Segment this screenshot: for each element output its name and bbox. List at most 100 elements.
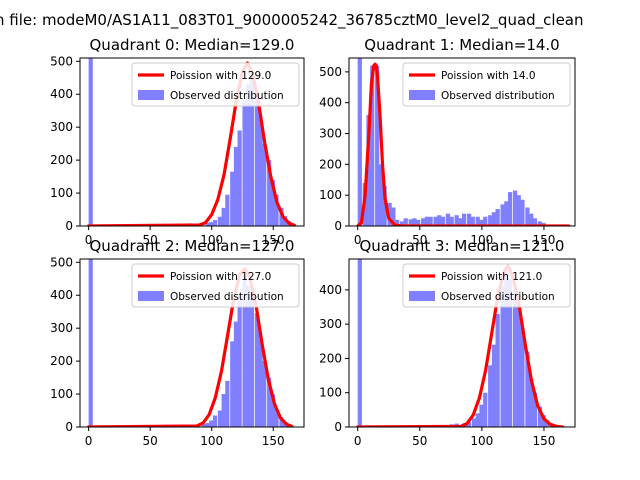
histogram-bar-22 (279, 417, 284, 427)
y-tick-label: 100 (319, 188, 342, 202)
histogram-bar-3 (205, 222, 210, 226)
axes-frame (348, 258, 576, 428)
histogram-bar-5 (209, 420, 214, 427)
y-tick-label: 0 (65, 219, 73, 233)
histogram-bar-11 (495, 313, 500, 427)
histogram-bar-11 (403, 218, 408, 226)
y-tick-label: 100 (50, 186, 73, 200)
y-tick-label: 400 (319, 96, 342, 110)
histogram-bar-12 (500, 286, 505, 427)
histogram-bar-11 (237, 130, 242, 226)
legend-label-observed: Observed distribution (441, 90, 555, 102)
x-tick-label: 150 (262, 434, 285, 448)
y-tick-label: 100 (319, 386, 342, 400)
histogram-bar-20 (270, 394, 275, 427)
histogram-bar-8 (483, 392, 488, 427)
x-tick-label: 0 (85, 434, 93, 448)
histogram-bar-31 (488, 215, 493, 226)
x-tick-label: 0 (85, 233, 93, 247)
histogram-bar-17 (258, 334, 263, 427)
histogram-bar-7 (221, 207, 226, 226)
histogram-bar-18 (433, 216, 438, 226)
subplot-quadrant-3: 0 50 100 150 0 100 200 300 400 Quadrant 3: Median… (319, 237, 576, 448)
histogram-bar-20 (532, 392, 538, 427)
y-tick-label: 500 (50, 255, 73, 269)
histogram-bar-40 (525, 207, 530, 226)
subplot-quadrant-2: 0 50 100 150 0 100 200 300 400 500 Quadrant 2: Med… (50, 237, 305, 448)
histogram-bar-19 (270, 179, 275, 226)
histogram-bar-6 (382, 185, 387, 226)
subplot-title: Quadrant 2: Median=127.0 (90, 237, 295, 255)
histogram-bar-41 (529, 213, 534, 226)
x-tick-label: 100 (470, 434, 493, 448)
histogram-bar-36 (507, 192, 513, 226)
histogram-bar-7 (217, 410, 223, 427)
subplot-title: Quadrant 3: Median=121.0 (360, 237, 565, 255)
histogram-bar-16 (258, 117, 263, 226)
histogram-bar-12 (242, 100, 247, 226)
legend: Poission with 14.0 Observed distribution (402, 62, 571, 107)
histogram-bar-28 (475, 216, 480, 226)
legend-label-poisson: Poission with 127.0 (170, 271, 271, 283)
legend-bar-swatch (138, 90, 164, 100)
histogram-bar-17 (262, 143, 267, 226)
x-tick-label: 150 (533, 434, 556, 448)
histogram-bar-12 (408, 219, 413, 226)
histogram-bar-14 (416, 219, 421, 226)
legend-bar-swatch (409, 291, 435, 301)
histogram-bar-10 (233, 146, 239, 226)
histogram-bar-4 (209, 222, 214, 226)
histogram-bar-19 (267, 377, 272, 427)
y-tick-label: 0 (334, 219, 342, 233)
x-tick-label: 50 (143, 233, 158, 247)
figure-suptitle: n file: modeM0/AS1A11_083T01_9000005242_… (0, 11, 584, 30)
histogram-bar-9 (394, 219, 400, 226)
histogram-bar-7 (479, 404, 484, 427)
histogram-bar-30 (483, 216, 488, 226)
x-tick-label: 50 (412, 434, 427, 448)
histogram-bar-34 (500, 204, 505, 226)
x-tick-label: 100 (200, 233, 223, 247)
histogram-bar-0 (357, 259, 362, 427)
y-tick-label: 0 (334, 420, 342, 434)
plot-area (356, 58, 571, 226)
histogram-bar-5 (378, 164, 384, 226)
histogram-bar-4 (205, 423, 210, 427)
histogram-bar-35 (504, 201, 509, 226)
histogram-bar-4 (466, 421, 472, 427)
histogram-bar-5 (471, 418, 477, 427)
histogram-bar-18 (525, 351, 530, 427)
histogram-bar-21 (274, 408, 279, 427)
histogram-bar-2 (366, 115, 371, 226)
subplot-quadrant-0: 0 50 100 150 0 100 200 300 400 500 Quadrant 0: Med… (50, 36, 305, 247)
histogram-bar-8 (221, 394, 226, 427)
histogram-bar-23 (454, 215, 459, 226)
legend-bar-swatch (138, 291, 164, 301)
x-tick-label: 50 (412, 233, 427, 247)
y-tick-label: 300 (319, 127, 342, 141)
histogram-bar-11 (233, 321, 239, 427)
histogram-bar-8 (391, 207, 396, 226)
x-tick-label: 0 (354, 434, 362, 448)
histogram-bar-16 (516, 303, 521, 427)
histogram-bar-14 (249, 76, 255, 226)
histogram-bar-0 (357, 58, 362, 226)
y-tick-label: 200 (319, 157, 342, 171)
histogram-bar-13 (504, 271, 509, 427)
histogram-bar-32 (491, 212, 497, 226)
histogram-bar-15 (249, 291, 255, 427)
legend-box (131, 263, 300, 308)
x-tick-label: 150 (533, 233, 556, 247)
histogram-bar-0 (88, 259, 93, 427)
axes-frame (348, 57, 576, 227)
histogram-bar-8 (225, 194, 230, 226)
legend-box (131, 62, 300, 107)
legend-box (402, 263, 571, 308)
y-tick-label: 200 (50, 354, 73, 368)
y-tick-label: 0 (65, 420, 73, 434)
x-tick-label: 150 (262, 233, 285, 247)
legend-label-poisson: Poission with 129.0 (170, 70, 271, 82)
histogram-bar-9 (230, 171, 235, 226)
